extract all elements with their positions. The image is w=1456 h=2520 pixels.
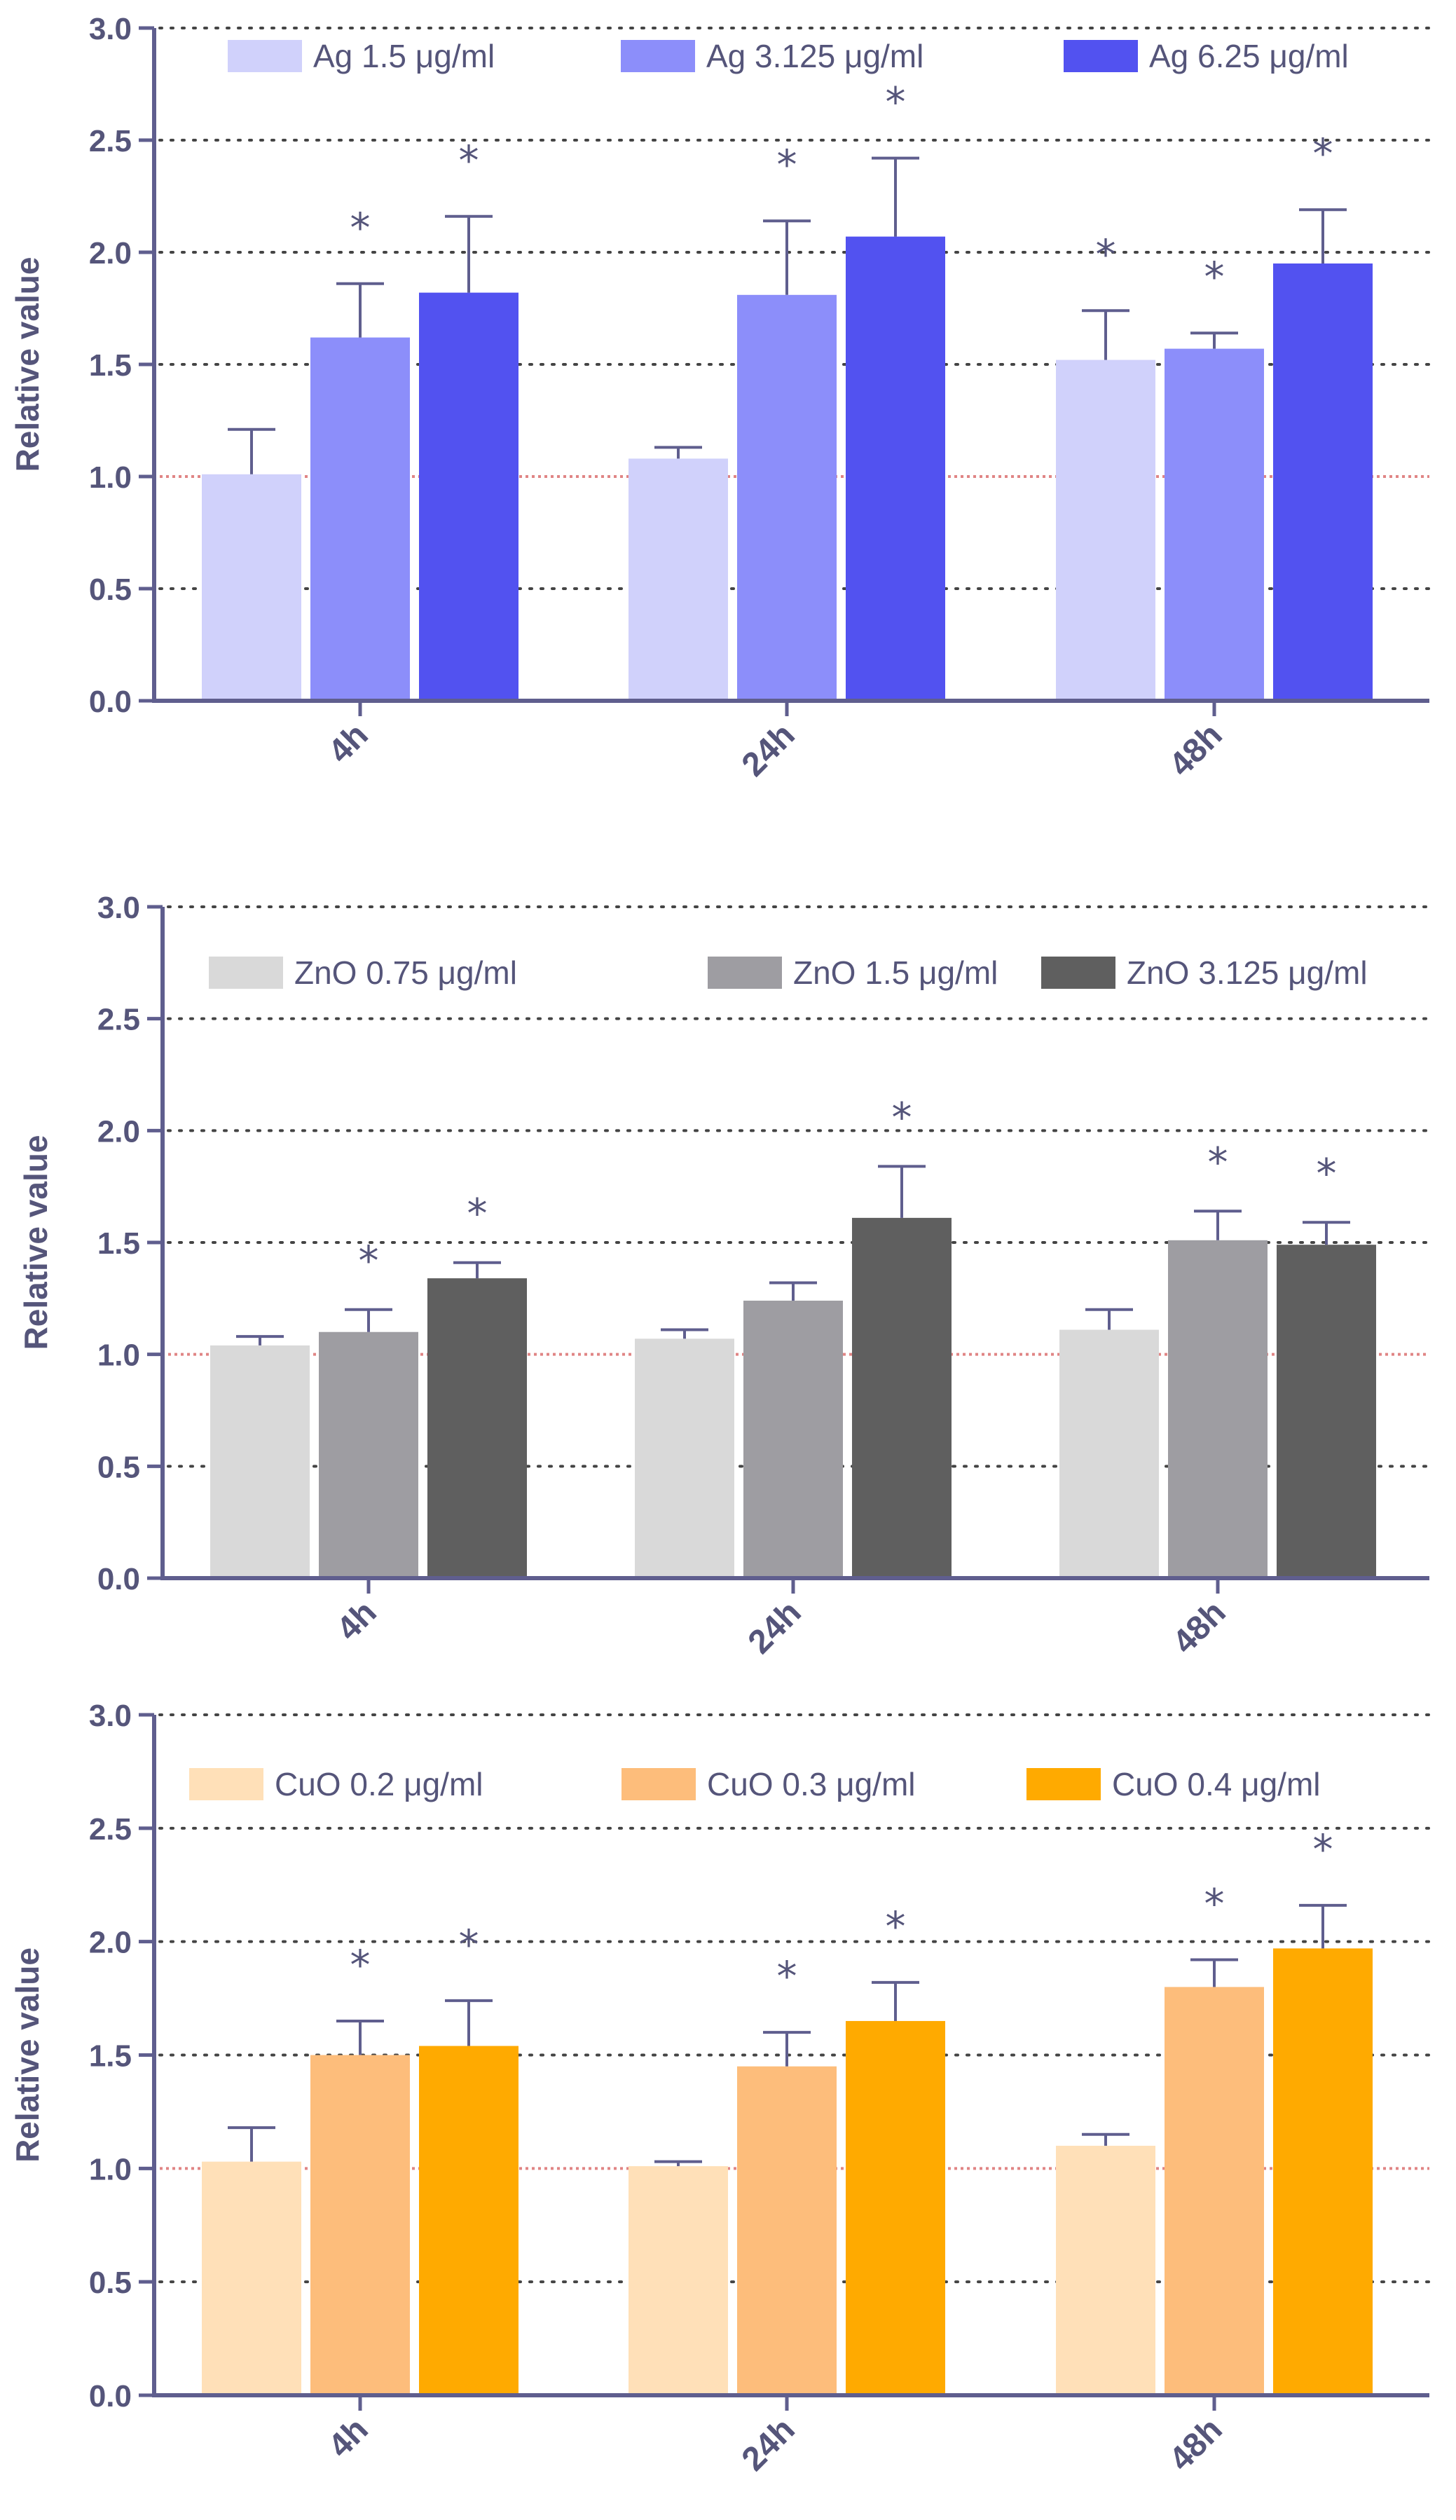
- significance-star: *: [350, 204, 371, 252]
- legend-swatch: [1041, 957, 1115, 989]
- legend-swatch: [189, 1768, 263, 1800]
- legend-label: ZnO 1.5 μg/ml: [793, 954, 998, 991]
- chart-panel-3: * * * * * * 0.0 0.5 1.0 1.5 2.0 2.5 3.0 Relative valu…: [9, 1699, 1431, 2478]
- bar: [202, 474, 301, 701]
- bar: [210, 1345, 310, 1578]
- y-tick-label: 1.0: [89, 2152, 132, 2186]
- significance-star: *: [1204, 253, 1225, 301]
- y-tick-label: 2.5: [89, 1812, 132, 1847]
- bar: [1277, 1245, 1376, 1578]
- significance-star: *: [777, 141, 797, 189]
- y-axis-title: Relative value: [9, 257, 46, 472]
- significance-star: *: [1204, 1880, 1225, 1928]
- y-tick-label: 2.0: [97, 1114, 140, 1149]
- bar: [202, 2161, 301, 2395]
- legend-swatch: [708, 957, 782, 989]
- bar: [1056, 359, 1155, 701]
- y-tick-label: 0.0: [89, 685, 132, 719]
- y-tick-label: 2.5: [89, 124, 132, 158]
- significance-star: *: [1208, 1138, 1228, 1186]
- significance-star: *: [350, 1941, 371, 1989]
- significance-star: *: [459, 1921, 479, 1968]
- y-tick-label: 3.0: [89, 1699, 132, 1733]
- legend-swatch: [228, 40, 302, 72]
- significance-star: *: [892, 1093, 912, 1141]
- significance-star: *: [359, 1237, 379, 1285]
- legend-swatch: [209, 957, 283, 989]
- legend-swatch: [1026, 1768, 1101, 1800]
- bar: [319, 1331, 418, 1578]
- bar: [1168, 1240, 1268, 1578]
- y-tick-label: 0.5: [89, 2266, 132, 2300]
- bar: [629, 2166, 728, 2395]
- bar: [310, 2055, 410, 2395]
- y-tick-label: 1.5: [89, 2039, 132, 2074]
- significance-star: *: [1317, 1149, 1337, 1197]
- significance-star: *: [777, 1952, 797, 2000]
- bar: [635, 1338, 734, 1578]
- significance-star: *: [886, 78, 906, 126]
- bar: [310, 337, 410, 701]
- y-tick-label: 3.0: [97, 891, 140, 925]
- bar: [419, 292, 518, 701]
- bar: [629, 458, 728, 701]
- bar: [1059, 1329, 1159, 1578]
- bar: [1165, 348, 1264, 701]
- y-tick-label: 1.5: [97, 1226, 140, 1261]
- legend-label: ZnO 0.75 μg/ml: [294, 954, 517, 991]
- chart-panel-1: * * * * * * * 0.0 0.5 1.0 1.5 2.0 2.5 3.0 Relative val…: [9, 12, 1431, 783]
- bar: [1165, 1987, 1264, 2395]
- significance-star: *: [1313, 130, 1333, 177]
- legend-label: Ag 1.5 μg/ml: [313, 38, 495, 74]
- bar: [737, 294, 837, 701]
- bar: [846, 236, 945, 701]
- significance-star: *: [459, 137, 479, 184]
- legend-label: ZnO 3.125 μg/ml: [1127, 954, 1368, 991]
- bar: [1056, 2145, 1155, 2395]
- y-tick-label: 1.5: [89, 348, 132, 383]
- legend-label: CuO 0.3 μg/ml: [707, 1766, 916, 1802]
- bar: [846, 2020, 945, 2395]
- bar: [852, 1217, 952, 1578]
- y-tick-label: 0.5: [89, 573, 132, 607]
- legend-swatch: [621, 40, 695, 72]
- y-tick-label: 2.0: [89, 236, 132, 271]
- legend-label: Ag 6.25 μg/ml: [1149, 38, 1349, 74]
- y-tick-label: 3.0: [89, 12, 132, 46]
- legend-label: CuO 0.4 μg/ml: [1112, 1766, 1321, 1802]
- significance-star: *: [1096, 231, 1116, 278]
- y-tick-label: 1.0: [97, 1338, 140, 1373]
- y-axis-title: Relative value: [18, 1135, 54, 1350]
- bar: [737, 2066, 837, 2395]
- y-tick-label: 0.5: [97, 1450, 140, 1484]
- significance-star: *: [1313, 1826, 1333, 1873]
- significance-star: *: [467, 1190, 488, 1238]
- bar: [419, 2046, 518, 2395]
- y-tick-label: 0.0: [97, 1562, 140, 1596]
- legend-label: CuO 0.2 μg/ml: [275, 1766, 483, 1802]
- bar: [1273, 1948, 1373, 2395]
- significance-star: *: [886, 1903, 906, 1950]
- legend-swatch: [1064, 40, 1138, 72]
- y-tick-label: 1.0: [89, 460, 132, 495]
- legend-swatch: [621, 1768, 696, 1800]
- y-tick-label: 0.0: [89, 2379, 132, 2413]
- y-axis-title: Relative value: [9, 1947, 46, 2163]
- legend-label: Ag 3.125 μg/ml: [706, 38, 923, 74]
- bar: [743, 1301, 843, 1578]
- y-tick-label: 2.5: [97, 1003, 140, 1037]
- y-tick-label: 2.0: [89, 1926, 132, 1960]
- chart-panel-2: * * * * * 0.0 0.5 1.0 1.5 2.0 2.5 3.0 Relative value…: [18, 891, 1431, 1661]
- bar: [427, 1278, 527, 1578]
- bar: [1273, 263, 1373, 701]
